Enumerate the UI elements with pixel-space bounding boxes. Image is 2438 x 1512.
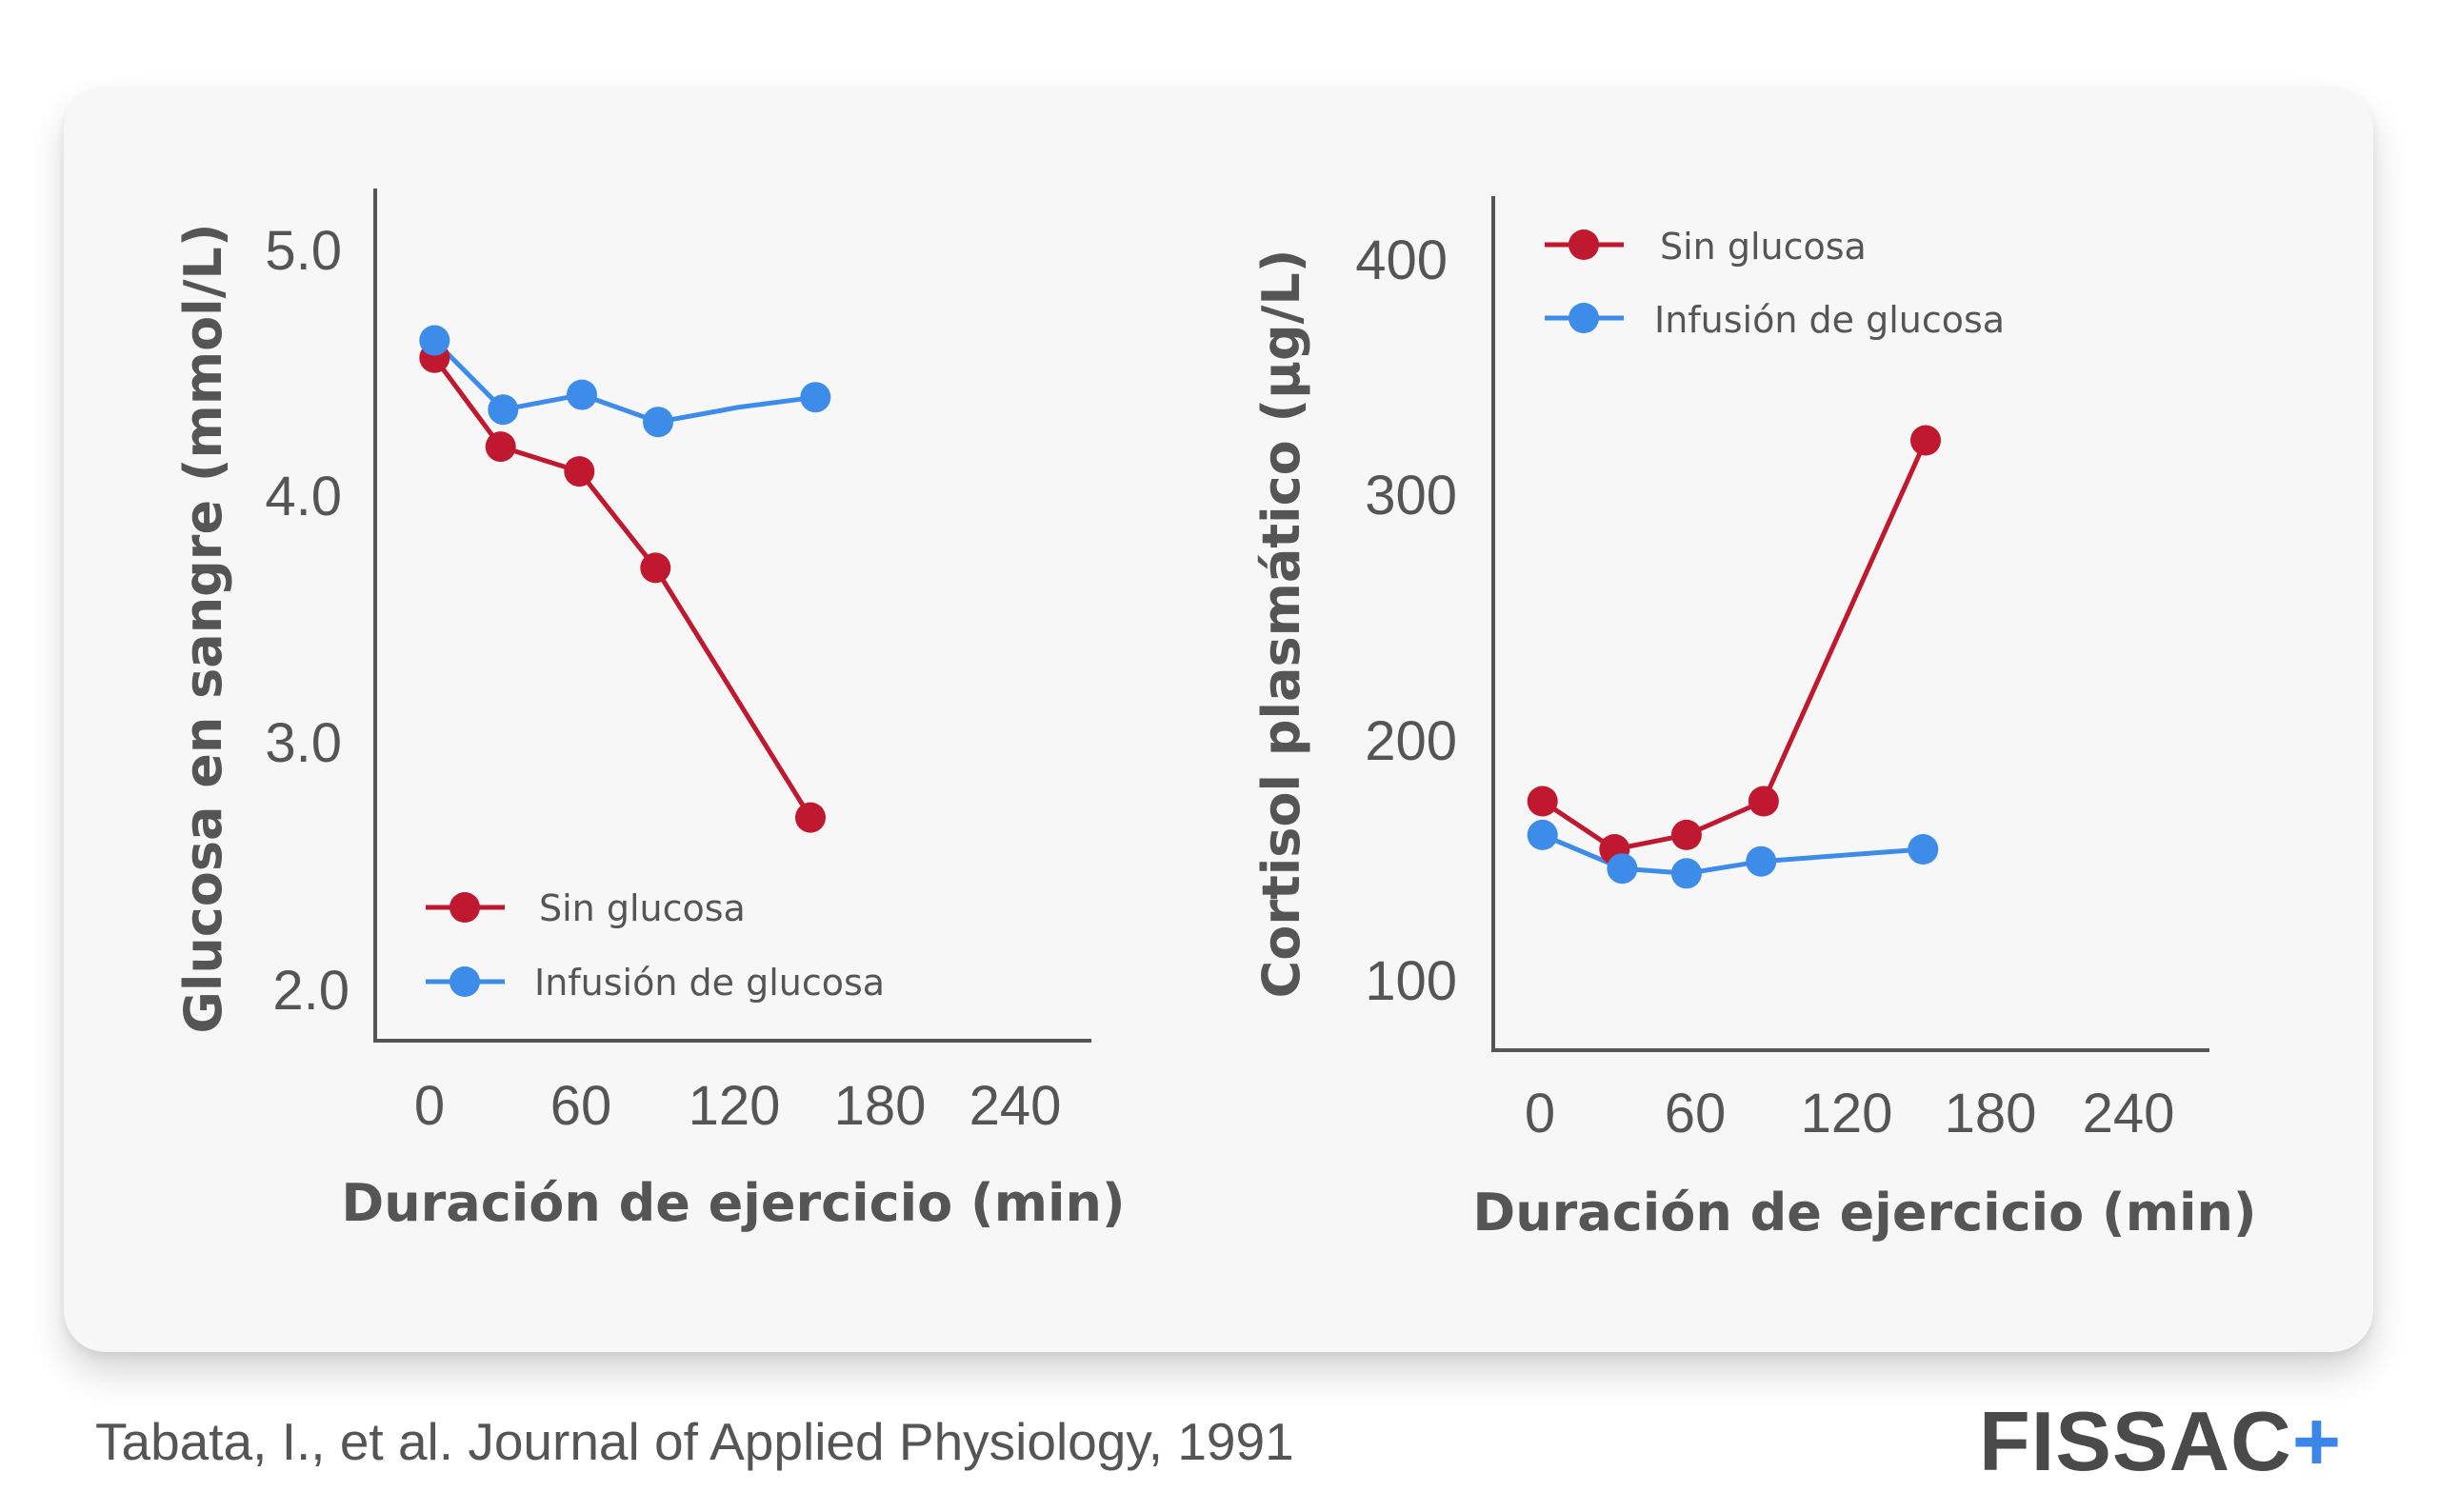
glucose-line-sin-glucosa — [432, 356, 813, 819]
cortisol-point-infusion-glucosa — [1908, 834, 1939, 865]
glucose-point-infusion-glucosa — [643, 407, 673, 438]
legend-marker-sin-glucosa — [1569, 229, 1599, 260]
legend-label-sin-glucosa: Sin glucosa — [1660, 226, 1867, 268]
glucose-chart: 2.0 3.0 4.0 5.0 0 60 120 180 240 Glucosa… — [173, 189, 1126, 1233]
glucose-y-tick: 2.0 — [272, 960, 350, 1022]
glucose-point-infusion-glucosa — [419, 325, 450, 356]
glucose-x-tick: 180 — [834, 1075, 927, 1137]
cortisol-point-sin-glucosa — [1748, 786, 1779, 817]
cortisol-x-axis-title: Duración de ejercicio (min) — [1472, 1183, 2256, 1243]
glucose-x-tick: 0 — [414, 1075, 445, 1137]
cortisol-point-infusion-glucosa — [1607, 853, 1638, 885]
legend-marker-infusion-glucosa — [450, 966, 480, 997]
cortisol-y-axis-title: Cortisol plasmático (µg/L) — [1251, 249, 1311, 999]
legend-label-infusion-glucosa: Infusión de glucosa — [534, 962, 885, 1004]
glucose-y-tick: 3.0 — [265, 712, 342, 774]
cortisol-series — [1527, 425, 1941, 889]
chart-card — [64, 88, 2373, 1352]
glucose-x-tick: 120 — [689, 1075, 781, 1137]
glucose-x-tick: 240 — [969, 1075, 1062, 1137]
glucose-x-tick: 60 — [550, 1075, 612, 1137]
glucose-y-axis-title: Glucosa en sangre (mmol/L) — [173, 223, 233, 1033]
logo-text: FISSAC — [1979, 1394, 2292, 1488]
glucose-point-infusion-glucosa — [800, 382, 831, 413]
glucose-point-sin-glucosa — [640, 552, 671, 584]
legend-label-infusion-glucosa: Infusión de glucosa — [1654, 299, 2005, 341]
glucose-point-sin-glucosa — [485, 431, 516, 463]
cortisol-x-tick: 0 — [1525, 1083, 1555, 1144]
glucose-x-axis-title: Duración de ejercicio (min) — [341, 1173, 1125, 1233]
fissac-logo: FISSAC+ — [1979, 1400, 2342, 1483]
cortisol-x-tick: 240 — [2083, 1083, 2175, 1144]
glucose-point-infusion-glucosa — [488, 394, 519, 426]
cortisol-y-tick: 100 — [1365, 950, 1457, 1012]
cortisol-point-sin-glucosa — [1910, 425, 1941, 456]
glucose-point-sin-glucosa — [795, 802, 826, 833]
cortisol-line-sin-glucosa — [1541, 439, 1928, 852]
glucose-line-infusion-glucosa — [432, 338, 816, 425]
cortisol-point-sin-glucosa — [1527, 786, 1558, 817]
legend-marker-infusion-glucosa — [1569, 303, 1599, 333]
source-citation: Tabata, I., et al. Journal of Applied Ph… — [95, 1412, 1294, 1471]
cortisol-y-tick: 200 — [1365, 710, 1457, 772]
logo-plus: + — [2291, 1394, 2343, 1488]
cortisol-y-tick: 400 — [1355, 229, 1448, 291]
cortisol-legend: Sin glucosa Infusión de glucosa — [1545, 226, 2005, 341]
glucose-series — [419, 325, 831, 833]
cortisol-x-tick: 180 — [1945, 1083, 2037, 1144]
cortisol-chart: 100 200 300 400 0 60 120 180 240 Cortiso… — [1251, 196, 2257, 1243]
cortisol-y-tick: 300 — [1365, 465, 1457, 527]
legend-marker-sin-glucosa — [450, 892, 480, 923]
cortisol-point-infusion-glucosa — [1746, 846, 1777, 877]
glucose-y-tick: 5.0 — [265, 220, 342, 282]
legend-label-sin-glucosa: Sin glucosa — [539, 887, 746, 929]
glucose-point-sin-glucosa — [564, 456, 595, 487]
glucose-point-infusion-glucosa — [567, 379, 597, 410]
cortisol-point-infusion-glucosa — [1527, 819, 1558, 850]
glucose-legend: Sin glucosa Infusión de glucosa — [426, 887, 885, 1004]
cortisol-point-infusion-glucosa — [1670, 858, 1702, 889]
glucose-y-tick: 4.0 — [265, 466, 342, 527]
cortisol-point-sin-glucosa — [1670, 819, 1702, 850]
cortisol-x-tick: 60 — [1665, 1083, 1727, 1144]
cortisol-x-tick: 120 — [1801, 1083, 1893, 1144]
